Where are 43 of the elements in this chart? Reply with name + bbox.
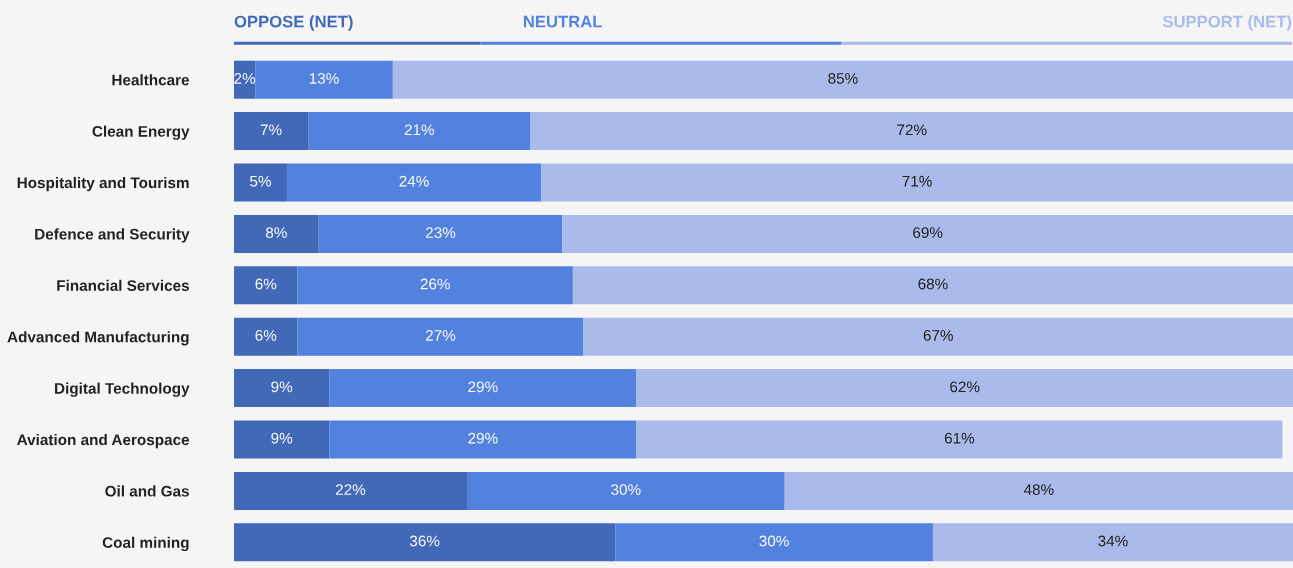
data-label: 67% [923, 329, 953, 341]
text: NEUTRAL [523, 15, 602, 28]
data-label: 23% [425, 227, 456, 238]
data-label: 72% [897, 124, 927, 136]
data-label: 71% [902, 175, 932, 187]
y-tick-label: Aviation and Aerospace [17, 433, 190, 449]
data-label: 29% [468, 381, 498, 393]
data-label: 9% [271, 381, 293, 393]
y-tick-label: Digital Technology [55, 382, 190, 397]
data-label: 62% [950, 381, 980, 393]
y-tick-label: Clean Energy [92, 125, 190, 140]
data-label: 2% [234, 72, 256, 84]
data-label: 22% [335, 484, 366, 495]
y-tick-label: Advanced Manufacturing [7, 331, 189, 346]
data-label: 36% [409, 535, 440, 547]
data-label: 30% [759, 535, 789, 547]
data-label: 69% [913, 227, 943, 238]
data-label: 13% [309, 72, 339, 84]
data-label: 34% [1098, 535, 1128, 547]
data-label: 61% [944, 432, 975, 444]
data-label: 30% [611, 484, 641, 495]
series-label: SUPPORT (NET) [1162, 15, 1292, 31]
data-label: 26% [420, 278, 450, 290]
data-label: 8% [265, 227, 287, 238]
data-label: 6% [255, 329, 277, 341]
data-label: 7% [260, 124, 282, 136]
data-label: 27% [425, 329, 456, 341]
y-tick-label: Healthcare [112, 74, 190, 86]
data-label: 5% [250, 175, 271, 187]
data-label: 68% [918, 278, 948, 290]
y-tick-label: Defence and Security [35, 228, 190, 243]
data-label: 29% [468, 432, 498, 444]
data-label: 9% [271, 432, 293, 444]
y-tick-label: Hospitality and Tourism [17, 176, 189, 192]
data-label: 85% [828, 72, 858, 84]
series-label: OPPOSE (NET) [234, 15, 353, 31]
data-label: 24% [399, 175, 429, 187]
data-label: 48% [1023, 484, 1054, 495]
data-label: 6% [255, 278, 277, 290]
data-label: 21% [404, 124, 435, 136]
y-tick-label: Oil and Gas [105, 485, 189, 497]
y-tick-label: Financial Services [57, 279, 189, 291]
y-tick-label: Coal mining [102, 536, 189, 552]
